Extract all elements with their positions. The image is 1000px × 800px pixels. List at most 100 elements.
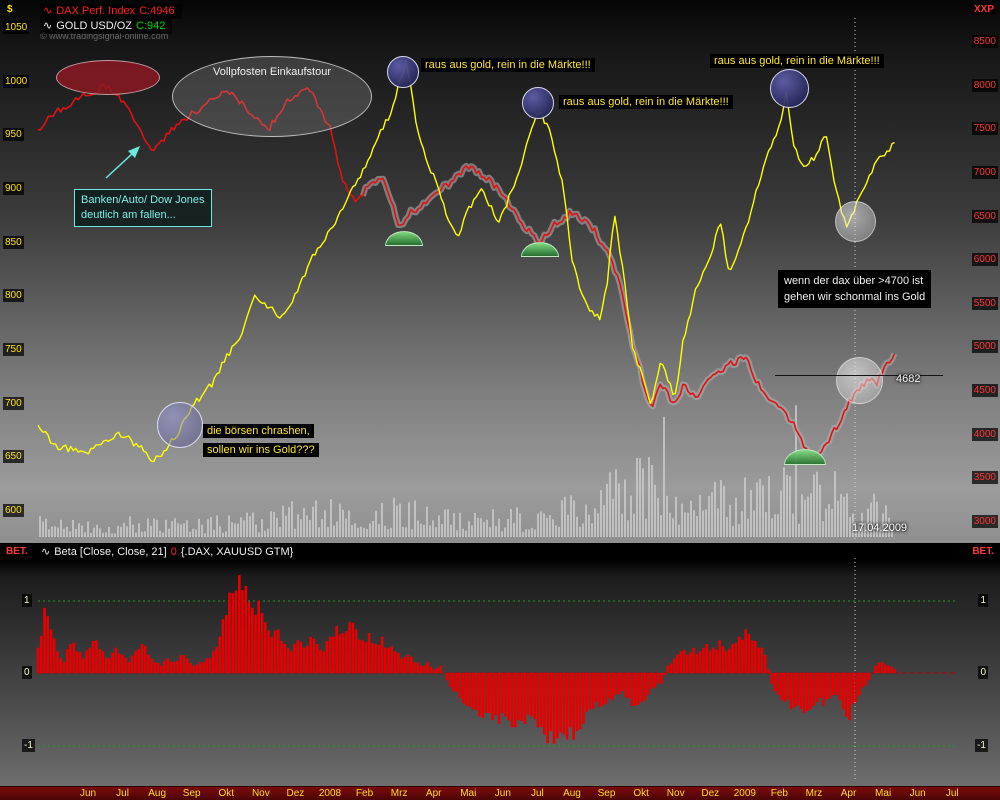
dax-series-close: C:4946 [139, 5, 175, 17]
beta-panel: BET. BET. ∿ Beta [Close, Close, 21] 0 {.DAX… [0, 543, 1000, 786]
dax-series-icon: ∿ [43, 5, 53, 17]
gold-legend-row: ∿ GOLD USD/OZ C:942 [40, 19, 173, 34]
last-date-label: 17.04.2009 [852, 522, 908, 534]
dax-axis-label: 5500 [971, 296, 998, 310]
drawn-gray-ellipse[interactable]: Vollpfosten Einkaufstour [172, 56, 372, 137]
time-axis-month: 2009 [733, 788, 756, 799]
raus-aus-gold-label-1: raus aus gold, rein in die Märkte!!! [421, 58, 595, 72]
price-chart-panel: $ XXP © www.tradingsignal-online.com ∿ DA… [0, 0, 1000, 543]
time-axis-month: Feb [770, 788, 788, 799]
banken-note[interactable]: Banken/Auto/ Dow Jones deutlich am falle… [74, 189, 212, 227]
beta-legend: ∿ Beta [Close, Close, 21] 0 {.DAX, XAUUSD G… [38, 545, 301, 560]
dax-axis-label: 7000 [971, 165, 998, 179]
dax-legend-row: ∿ DAX Perf. Index C:4946 [40, 4, 182, 19]
dax-axis-label: 8500 [971, 35, 998, 48]
gold-series-label[interactable]: GOLD USD/OZ [56, 20, 133, 32]
dax4700-note-line1: wenn der dax über >4700 ist [784, 275, 924, 287]
gold-axis-label: 600 [3, 504, 24, 517]
time-axis-month: Nov [666, 788, 685, 799]
gold-line[interactable] [37, 59, 895, 463]
beta-axis-label-left: 1 [22, 594, 32, 607]
cyan-arrow-icon[interactable] [100, 141, 146, 183]
time-axis-month: Jul [116, 788, 129, 799]
dax-axis-label: 4000 [971, 427, 998, 441]
time-axis-month: Jul [531, 788, 544, 799]
beta-corner-left: BET. [4, 546, 30, 557]
beta-axis-label-right: -1 [975, 739, 988, 752]
dax-series-label[interactable]: DAX Perf. Index [56, 5, 136, 17]
time-axis-month: 2008 [318, 788, 342, 799]
boersen-label-line1: die börsen chrashen, [203, 424, 314, 438]
dax4700-note[interactable]: wenn der dax über >4700 ist gehen wir sc… [778, 270, 932, 308]
dax-line[interactable] [38, 83, 896, 459]
drawn-circle-gold-peak-2[interactable] [522, 87, 554, 119]
time-axis-month: Dez [286, 788, 305, 799]
dax-axis-label: 5000 [971, 340, 998, 354]
gold-axis-label: 1000 [3, 74, 30, 88]
time-axis-month: Mrz [390, 788, 408, 799]
time-axis-month: Aug [148, 788, 167, 799]
time-axis-month: Apr [425, 788, 442, 799]
beta-axis-label-left: 0 [22, 666, 32, 679]
time-axis-month: Sep [597, 788, 616, 799]
time-axis-month: Mrz [805, 788, 823, 799]
time-axis-month: Jul [945, 788, 959, 799]
dax-axis-label: 8000 [971, 78, 998, 92]
drawn-circle-gold-low[interactable] [157, 402, 203, 448]
dax-axis-unit: XXP [971, 4, 996, 15]
gold-axis-label: 950 [3, 128, 24, 142]
dax-axis-label: 3500 [971, 471, 998, 485]
dax-axis-label: 6500 [971, 209, 998, 223]
drawn-red-ellipse[interactable] [56, 60, 160, 95]
gold-axis-label: 650 [3, 450, 24, 464]
beta-axis-label-right: 0 [978, 666, 988, 679]
volume-bars [39, 405, 893, 537]
dax-axis-label: 7500 [971, 122, 998, 136]
gold-axis-label: 750 [3, 343, 24, 356]
gray-highlight-circle-2[interactable] [836, 357, 883, 404]
banken-note-line1: Banken/Auto/ Dow Jones [81, 194, 205, 206]
drawn-circle-gold-peak-1[interactable] [387, 56, 419, 88]
watermark: © www.tradingsignal-online.com [40, 31, 169, 41]
beta-series-params: {.DAX, XAUUSD GTM} [180, 546, 294, 558]
beta-legend-row: ∿ Beta [Close, Close, 21] 0 {.DAX, XAUUSD G… [38, 545, 301, 560]
gold-axis-label: 900 [3, 182, 24, 195]
time-axis-month: Sep [182, 788, 201, 799]
gold-axis-label: 850 [3, 235, 24, 249]
dax-axis-label: 3000 [971, 515, 998, 528]
time-axis: Jun Jul Aug Sep Okt Nov Dez 2008 Feb Mrz Apr Mai Jun… [0, 786, 1000, 800]
time-axis-month: Okt [633, 788, 649, 799]
time-axis-month: Jun [909, 788, 926, 799]
price-level-line-4682[interactable] [775, 375, 943, 376]
time-axis-month: Nov [251, 788, 270, 799]
time-axis-month: Apr [840, 788, 857, 799]
time-axis-month: Mai [460, 788, 477, 799]
time-axis-month: Mai [875, 788, 892, 799]
beta-series-icon: ∿ [41, 546, 51, 558]
price-legend: ∿ DAX Perf. Index C:4946 ∿ GOLD USD/OZ C:942 [40, 4, 182, 34]
beta-bars [36, 575, 897, 744]
raus-aus-gold-label-2: raus aus gold, rein in die Märkte!!! [559, 95, 733, 109]
gold-series-close: C:942 [136, 20, 166, 32]
vollpfosten-label: Vollpfosten Einkaufstour [212, 66, 332, 78]
beta-chart-canvas[interactable] [0, 544, 1000, 786]
gray-highlight-circle-1[interactable] [835, 201, 876, 242]
time-axis-month: Dez [701, 788, 720, 799]
gold-axis-label: 1050 [3, 21, 30, 34]
gold-axis-unit: $ [5, 4, 15, 15]
time-axis-month: Aug [563, 788, 581, 799]
banken-note-line2: deutlich am fallen... [81, 209, 176, 221]
gold-series-icon: ∿ [43, 20, 53, 32]
gold-axis-label: 700 [3, 396, 24, 410]
drawn-circle-gold-peak-3[interactable] [770, 69, 809, 108]
time-axis-month: Feb [355, 788, 374, 799]
boersen-label-line2: sollen wir ins Gold??? [203, 443, 319, 457]
time-axis-month: Jun [79, 788, 97, 799]
price-marker-4682: 4682 [896, 373, 921, 385]
dax-axis-label: 6000 [971, 253, 998, 267]
time-axis-month: Jun [494, 788, 511, 799]
beta-axis-label-left: -1 [22, 739, 35, 752]
beta-series-label[interactable]: Beta [Close, Close, 21] [54, 546, 167, 558]
time-axis-month: Okt [218, 788, 235, 799]
